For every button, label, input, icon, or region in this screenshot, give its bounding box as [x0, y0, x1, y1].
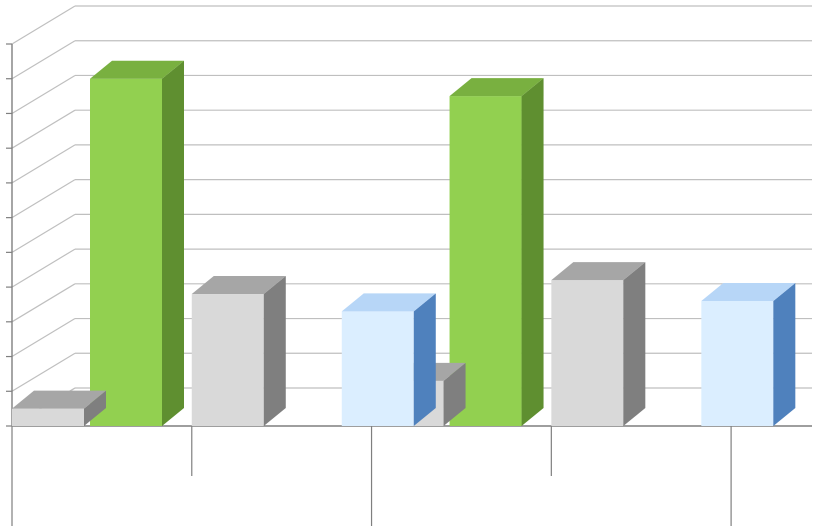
- bar-top: [341, 293, 436, 312]
- bar-front: [701, 300, 774, 426]
- bar: [90, 60, 184, 427]
- bar-side: [413, 293, 436, 426]
- bar-front: [12, 408, 84, 426]
- bars: [12, 60, 796, 427]
- bar-top: [12, 390, 106, 409]
- bar-side: [84, 390, 106, 426]
- bar-front: [191, 294, 264, 426]
- bar-side: [623, 262, 646, 426]
- bar: [701, 282, 796, 426]
- bar-front: [90, 78, 162, 427]
- gridline-side: [11, 179, 76, 219]
- bar-side: [521, 78, 544, 426]
- bar-front: [551, 280, 624, 426]
- gridline-side: [11, 109, 76, 149]
- gridline-side: [11, 74, 76, 114]
- bar-top: [90, 60, 184, 79]
- bar-side: [263, 276, 286, 426]
- bar: [12, 390, 106, 426]
- gridlines: [11, 5, 812, 427]
- bar-top: [449, 78, 544, 97]
- bar-front: [341, 311, 414, 426]
- bar: [551, 262, 646, 426]
- bar: [449, 78, 544, 426]
- bar-side: [162, 60, 184, 427]
- bar: [341, 293, 436, 426]
- gridline-side: [11, 352, 76, 392]
- gridline-side: [11, 283, 76, 323]
- gridline-side: [11, 5, 76, 45]
- gridline-side: [11, 40, 76, 80]
- bar-side: [773, 282, 796, 426]
- gridline-side: [11, 144, 76, 184]
- gridline-side: [11, 318, 76, 358]
- bar-top: [551, 262, 646, 281]
- bar-top: [191, 276, 286, 295]
- gridline-side: [11, 248, 76, 288]
- bar-side: [443, 362, 466, 426]
- gridline-side: [11, 213, 76, 253]
- bar-top: [701, 282, 796, 301]
- bar: [191, 276, 286, 426]
